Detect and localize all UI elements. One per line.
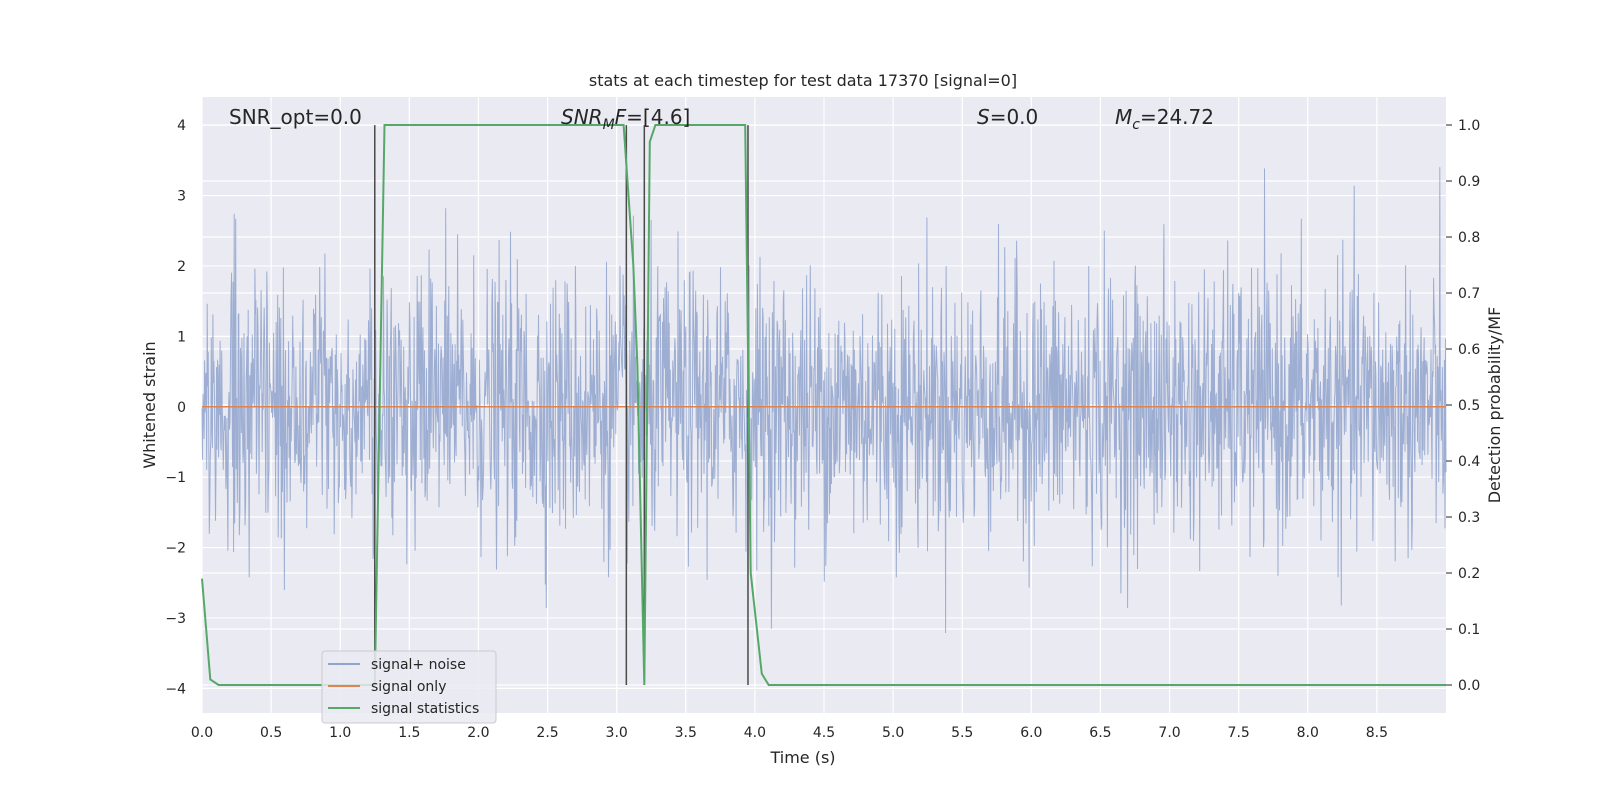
x-tick-label: 0.0 bbox=[191, 725, 213, 741]
y-right-tick-label: 0.4 bbox=[1458, 454, 1480, 470]
x-axis-label: Time (s) bbox=[769, 748, 835, 767]
y-left-tick-label: −2 bbox=[165, 541, 186, 557]
series-signal-noise bbox=[201, 167, 1447, 634]
x-tick-label: 8.0 bbox=[1297, 725, 1319, 741]
y-right-tick-label: 0.6 bbox=[1458, 342, 1480, 358]
x-tick-label: 1.5 bbox=[398, 725, 420, 741]
legend: signal+ noise signal only signal statist… bbox=[321, 650, 497, 724]
legend-label-signal-noise: signal+ noise bbox=[371, 657, 466, 673]
y-left-tick-label: 1 bbox=[177, 329, 186, 345]
legend-label-signal-statistics: signal statistics bbox=[371, 701, 479, 717]
annotation-snr-opt: SNR_opt=0.0 bbox=[229, 105, 362, 129]
y-left-tick-label: −3 bbox=[165, 611, 186, 627]
y-right-tick-label: 0.7 bbox=[1458, 286, 1480, 302]
y-right-tick-label: 0.8 bbox=[1458, 230, 1480, 246]
y-right-tick-label: 0.2 bbox=[1458, 566, 1480, 582]
y-right-tick-label: 0.9 bbox=[1458, 174, 1480, 190]
y-right-axis-label: Detection probability/MF bbox=[1485, 307, 1504, 504]
x-tick-label: 4.0 bbox=[744, 725, 766, 741]
x-tick-label: 0.5 bbox=[260, 725, 282, 741]
x-axis-ticks: 0.0 0.5 1.0 1.5 2.0 2.5 3.0 3.5 4.0 4.5 5.0 5.5 6.0 6… bbox=[191, 725, 1388, 741]
x-tick-label: 5.5 bbox=[951, 725, 973, 741]
y-left-tick-label: −1 bbox=[165, 470, 186, 486]
y-left-tick-label: 2 bbox=[177, 259, 186, 275]
annotation-mc: Mc=24.72 bbox=[1115, 105, 1214, 133]
y-left-axis-ticks: 4 3 2 1 0 −1 −2 −3 −4 bbox=[165, 118, 186, 697]
annotation-s: S=0.0 bbox=[977, 105, 1038, 129]
y-left-tick-label: 3 bbox=[177, 189, 186, 205]
y-right-tick-label: 0.1 bbox=[1458, 622, 1480, 638]
y-right-tick-label: 0.5 bbox=[1458, 398, 1480, 414]
x-tick-label: 1.0 bbox=[329, 725, 351, 741]
x-tick-label: 8.5 bbox=[1366, 725, 1388, 741]
series-line-signal-noise bbox=[201, 167, 1447, 634]
y-left-axis-label: Whitened strain bbox=[140, 341, 159, 468]
y-right-tick-label: 0.3 bbox=[1458, 510, 1480, 526]
y-left-tick-label: 4 bbox=[177, 118, 186, 134]
x-tick-label: 2.0 bbox=[467, 725, 489, 741]
x-tick-label: 6.5 bbox=[1089, 725, 1111, 741]
chart-title: stats at each timestep for test data 173… bbox=[589, 71, 1017, 90]
y-left-tick-label: −4 bbox=[165, 681, 186, 697]
x-tick-label: 7.0 bbox=[1158, 725, 1180, 741]
legend-label-signal-only: signal only bbox=[371, 679, 446, 695]
y-right-axis-ticks: 1.0 0.9 0.8 0.7 0.6 0.5 0.4 0.3 0.2 0.1 0.0 bbox=[1446, 118, 1480, 694]
x-tick-label: 3.0 bbox=[606, 725, 628, 741]
x-tick-label: 7.5 bbox=[1228, 725, 1250, 741]
x-tick-label: 4.5 bbox=[813, 725, 835, 741]
x-tick-label: 6.0 bbox=[1020, 725, 1042, 741]
x-tick-label: 3.5 bbox=[675, 725, 697, 741]
x-tick-label: 5.0 bbox=[882, 725, 904, 741]
y-right-tick-label: 1.0 bbox=[1458, 118, 1480, 134]
y-right-tick-label: 0.0 bbox=[1458, 678, 1480, 694]
annotation-snr-mf: SNRMF=[4.6] bbox=[561, 105, 690, 133]
y-left-tick-label: 0 bbox=[177, 400, 186, 416]
x-tick-label: 2.5 bbox=[536, 725, 558, 741]
